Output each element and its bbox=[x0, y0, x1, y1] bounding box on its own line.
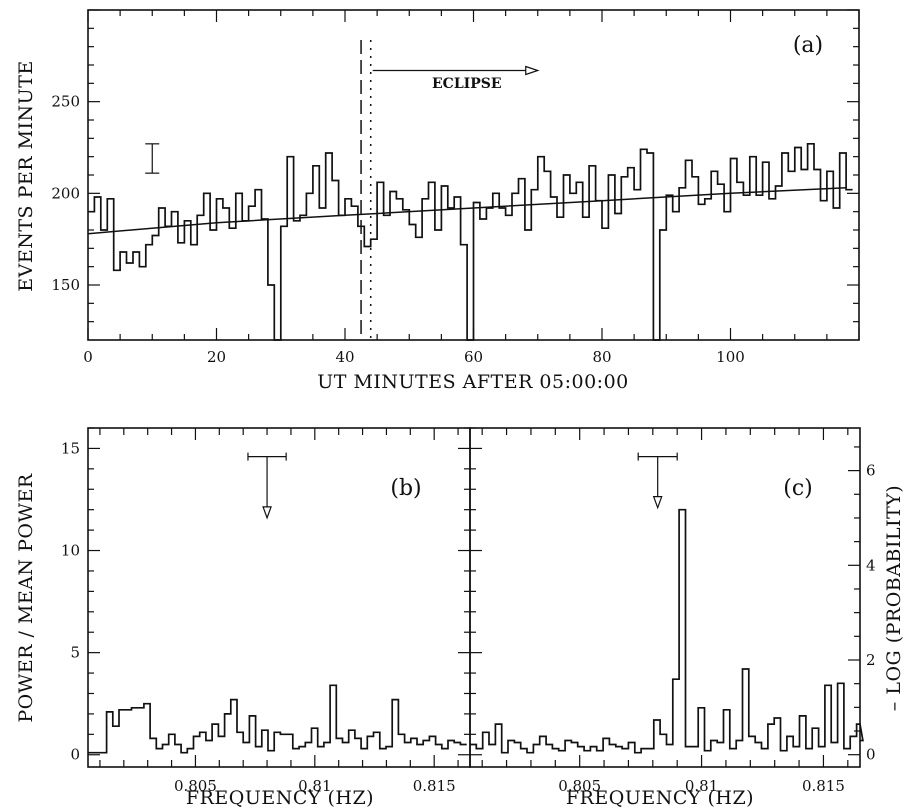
b-arrow-head bbox=[262, 506, 272, 520]
panel-a-y-tick-label: 250 bbox=[51, 93, 80, 111]
c-y-tick-label: 0 bbox=[866, 746, 876, 764]
c-y-tick-label: 4 bbox=[866, 556, 876, 574]
panel-a-x-axis-title: UT MINUTES AFTER 05:00:00 bbox=[317, 371, 629, 393]
panel-b-label: (b) bbox=[390, 476, 421, 501]
panel-a-y-tick-label: 200 bbox=[51, 184, 80, 202]
c-x-tick-label: 0.815 bbox=[802, 777, 845, 795]
c-y-tick-label: 6 bbox=[866, 462, 876, 480]
b-y-tick-label: 10 bbox=[61, 542, 80, 560]
panel-a-y-axis-title: EVENTS PER MINUTE bbox=[15, 60, 37, 291]
panel-c-tick-labels: 0.805 0.81 0.815 0 2 4 6 bbox=[558, 462, 875, 795]
c-arrow-head bbox=[652, 496, 663, 510]
panel-c-ticks bbox=[481, 428, 860, 767]
panel-c-marks bbox=[470, 452, 864, 754]
panel-a-chart: 0 20 40 60 80 100 150 200 250 (a) ECLIPSE UT MIN… bbox=[15, 9, 860, 393]
panel-c-frame bbox=[469, 427, 861, 768]
panel-c-label: (c) bbox=[783, 476, 813, 501]
b-x-tick-label: 0.815 bbox=[413, 777, 456, 795]
c-x-tick-label: 0.81 bbox=[685, 777, 718, 795]
panel-a-ticks bbox=[87, 9, 860, 340]
panel-c-y-axis-title: – LOG (PROBABILITY) bbox=[883, 485, 905, 711]
b-x-tick-label: 0.805 bbox=[174, 777, 217, 795]
b-x-tick-label: 0.81 bbox=[298, 777, 331, 795]
panel-a-x-tick-label: 80 bbox=[592, 348, 611, 366]
panel-b-x-axis-title: FREQUENCY (HZ) bbox=[186, 787, 374, 809]
panel-a-marks bbox=[87, 40, 853, 341]
panel-b-tick-labels: 0.805 0.81 0.815 0 5 10 15 bbox=[61, 439, 456, 795]
eclipse-arrow-head bbox=[525, 65, 540, 76]
c-power-spectrum bbox=[470, 508, 864, 754]
c-y-tick-label: 2 bbox=[866, 651, 876, 669]
panel-b-marks bbox=[88, 452, 467, 754]
panel-a-y-tick-label: 150 bbox=[51, 276, 80, 294]
panel-c-chart: 0.805 0.81 0.815 0 2 4 6 (c) FREQUENCY (HZ) – … bbox=[469, 427, 905, 809]
b-y-tick-label: 5 bbox=[70, 644, 80, 662]
c-x-tick-label: 0.805 bbox=[558, 777, 601, 795]
b-power-spectrum bbox=[88, 684, 467, 754]
panel-a-tick-labels: 0 20 40 60 80 100 150 200 250 bbox=[51, 93, 744, 366]
b-y-tick-label: 15 bbox=[61, 439, 80, 457]
panel-a-x-tick-label: 100 bbox=[716, 348, 745, 366]
panel-c-x-axis-title: FREQUENCY (HZ) bbox=[566, 787, 754, 809]
panel-a-x-tick-label: 20 bbox=[207, 348, 226, 366]
b-y-tick-label: 0 bbox=[70, 746, 80, 764]
panel-a-x-tick-label: 60 bbox=[464, 348, 483, 366]
panel-b-y-axis-title: POWER / MEAN POWER bbox=[15, 473, 37, 723]
panel-a-label: (a) bbox=[793, 33, 823, 58]
panel-a-x-tick-label: 0 bbox=[83, 348, 93, 366]
eclipse-label: ECLIPSE bbox=[432, 76, 502, 92]
panel-a-count-histogram bbox=[88, 142, 853, 341]
panel-a-trend-curve bbox=[87, 187, 847, 235]
panel-b-ticks bbox=[88, 427, 482, 767]
panel-a-x-tick-label: 40 bbox=[335, 348, 354, 366]
